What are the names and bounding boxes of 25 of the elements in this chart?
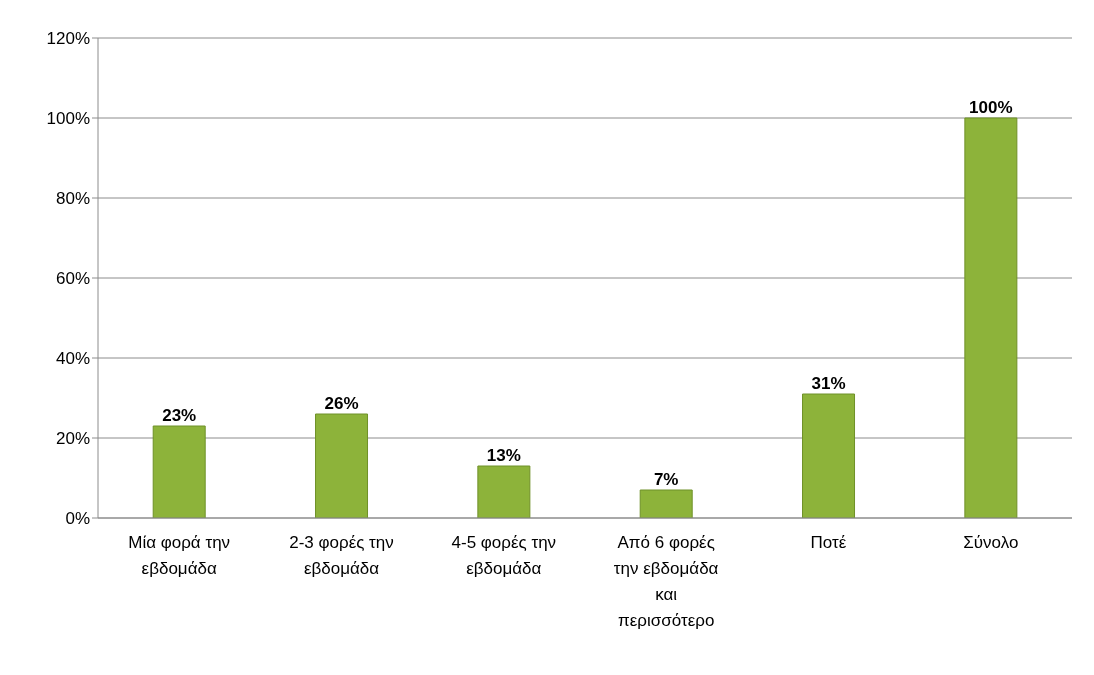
x-tick-label: Σύνολο: [963, 533, 1019, 552]
y-tick-label: 0%: [65, 509, 90, 529]
y-tick-label: 60%: [55, 269, 90, 289]
y-tick-label: 120%: [46, 29, 90, 49]
bar: [639, 489, 693, 518]
data-label: 13%: [486, 446, 521, 465]
y-tick-label: 40%: [55, 349, 90, 369]
x-tick-label: Από 6 φορές την εβδομάδα και περισσότερο: [613, 533, 719, 630]
data-label: 26%: [324, 394, 359, 413]
bar: [802, 393, 856, 518]
data-label: 7%: [653, 470, 679, 489]
bar: [477, 465, 531, 518]
x-tick-label: 2-3 φορές την εβδομάδα: [289, 533, 394, 578]
data-label: 100%: [969, 98, 1013, 117]
bar: [964, 117, 1018, 518]
y-tick-label: 20%: [55, 429, 90, 449]
bar: [152, 425, 206, 518]
data-label: 23%: [162, 406, 197, 425]
x-tick-label: Μία φορά την εβδομάδα: [128, 533, 231, 578]
y-tick-label: 100%: [46, 109, 90, 129]
data-label: 31%: [811, 374, 846, 393]
bar: [315, 413, 369, 518]
y-tick-label: 80%: [55, 189, 90, 209]
x-tick-label: 4-5 φορές την εβδομάδα: [451, 533, 557, 578]
x-tick-label: Ποτέ: [810, 533, 847, 552]
